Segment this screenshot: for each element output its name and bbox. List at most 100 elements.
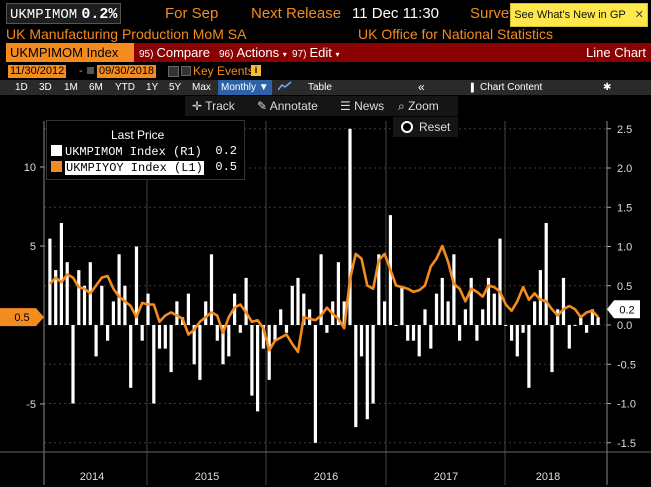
legend-item-bars[interactable]: UKMPIMOM Index (R1) 0.2 — [51, 144, 239, 159]
period-max[interactable]: Max — [192, 82, 211, 93]
bar — [106, 325, 110, 341]
bar — [452, 254, 456, 325]
right-value-tag-label: 0.2 — [619, 304, 634, 316]
right-tick-label: 0.0 — [617, 320, 632, 332]
bar — [423, 309, 427, 325]
header-bar: UKMPIMOM 0.2% For Sep Next Release 11 De… — [0, 0, 651, 27]
compare-button[interactable]: 95) Compare — [134, 43, 222, 62]
title-row: UK Manufacturing Production MoM SA UK Of… — [0, 26, 651, 44]
period-1d[interactable]: 1D — [15, 82, 28, 93]
line-path — [48, 244, 600, 354]
index-field[interactable]: UKMPIMOM Index — [6, 43, 135, 62]
frequency-select[interactable]: Monthly ▼ — [218, 80, 272, 95]
table-button[interactable]: Table — [308, 82, 332, 93]
collapse-chevron-icon[interactable]: « — [418, 80, 425, 94]
bar — [585, 325, 589, 333]
right-tick-label: -1.5 — [617, 438, 636, 450]
compare-num: 95) — [139, 49, 154, 60]
bar — [94, 325, 98, 357]
calendar-icon[interactable] — [168, 66, 179, 77]
for-period: For Sep — [165, 5, 219, 22]
series-title: UK Manufacturing Production MoM SA — [6, 26, 247, 42]
end-date-field[interactable]: 09/30/2018 — [97, 65, 157, 78]
right-tick-label: 2.0 — [617, 163, 632, 175]
edit-num: 97) — [292, 49, 307, 60]
legend-item-line[interactable]: UKMPIYOY Index (L1) 0.5 — [51, 160, 239, 175]
calendar-icon[interactable] — [87, 67, 94, 74]
track-label: Track — [205, 99, 235, 113]
bar — [469, 277, 473, 325]
bar — [152, 325, 156, 404]
bar — [590, 309, 594, 325]
bar — [463, 309, 467, 325]
bar — [510, 325, 514, 341]
next-release-value: 11 Dec 11:30 — [352, 5, 440, 22]
bar — [486, 277, 491, 325]
bar — [533, 301, 537, 325]
reset-label: Reset — [419, 120, 451, 134]
track-tool[interactable]: ✛ Track — [192, 96, 235, 116]
chart-area[interactable]: 2.5 2.0 1.5 1.0 0.5 0.0 -0.5 -1.0 -1.5 10 5 -5 0.5 0.… — [0, 95, 651, 487]
period-1y[interactable]: 1Y — [146, 82, 159, 93]
bar — [481, 309, 485, 325]
bar — [273, 325, 277, 341]
date-dash: - — [79, 65, 83, 77]
right-tick-label: 1.5 — [617, 202, 632, 214]
zoom-tool[interactable]: ⌕ Zoom — [398, 96, 439, 116]
gear-icon[interactable]: ✱ — [603, 82, 612, 93]
bar — [579, 317, 583, 325]
bar-chart-icon: ▐ — [468, 83, 474, 92]
bar — [256, 325, 260, 412]
bar — [134, 246, 139, 325]
period-ytd[interactable]: YTD — [115, 82, 135, 93]
dropdown-caret-icon: ▾ — [282, 50, 287, 59]
next-release-label: Next Release — [251, 5, 342, 22]
edit-label: Edit — [309, 45, 332, 60]
bar — [371, 325, 375, 404]
key-events-checkbox[interactable] — [181, 66, 191, 76]
period-5y[interactable]: 5Y — [169, 82, 182, 93]
chart-type-selector[interactable]: Line Chart — [347, 43, 651, 62]
bar — [163, 325, 167, 349]
actions-button[interactable]: 96) Actions ▾ — [214, 43, 295, 62]
bar — [250, 325, 254, 396]
bar — [59, 223, 63, 325]
start-date-field[interactable]: 11/30/2012 — [8, 65, 67, 78]
reset-button[interactable]: Reset — [393, 117, 458, 137]
ticker-value: 0.2% — [81, 6, 118, 23]
bar — [446, 301, 450, 325]
bar — [221, 325, 225, 365]
close-icon[interactable]: ✕ — [634, 9, 644, 21]
chart-toolbar: ✛ Track ✎ Annotate ☰ News ⌕ Zoom — [185, 96, 458, 116]
magnifier-icon: ⌕ — [398, 99, 405, 113]
legend-swatch-line — [51, 161, 62, 172]
left-tick-label: -5 — [26, 399, 36, 411]
period-3d[interactable]: 3D — [39, 82, 52, 93]
legend-label-line: UKMPIYOY Index (L1) — [65, 161, 204, 175]
bar — [204, 301, 208, 325]
bar — [538, 270, 542, 325]
pencil-icon: ✎ — [257, 99, 268, 113]
period-6m[interactable]: 6M — [89, 82, 103, 93]
news-tool[interactable]: ☰ News — [340, 96, 384, 116]
bar — [354, 325, 358, 428]
line-chart-icon[interactable] — [277, 80, 292, 95]
bar — [348, 128, 352, 326]
whats-new-tip[interactable]: See What's New in GP ✕ — [510, 3, 648, 27]
date-range-row: 11/30/2012 - 09/30/2018 Key Events i — [0, 63, 651, 79]
bar — [209, 254, 214, 325]
info-icon[interactable]: i — [251, 65, 261, 76]
annotate-tool[interactable]: ✎ Annotate — [257, 96, 318, 116]
chart-content-label[interactable]: Chart Content — [480, 82, 543, 93]
bar — [521, 325, 525, 333]
crosshair-icon: ✛ — [192, 99, 203, 113]
compare-label: Compare — [156, 45, 210, 60]
ticker-field[interactable]: UKMPIMOM 0.2% — [6, 3, 122, 24]
bar — [561, 277, 566, 325]
period-1m[interactable]: 1M — [64, 82, 78, 93]
legend-value-bars: 0.2 — [215, 144, 237, 158]
legend-title: Last Price — [111, 128, 165, 142]
edit-button[interactable]: 97) Edit ▾ — [287, 43, 355, 62]
bar — [82, 285, 87, 326]
bar — [365, 325, 369, 420]
